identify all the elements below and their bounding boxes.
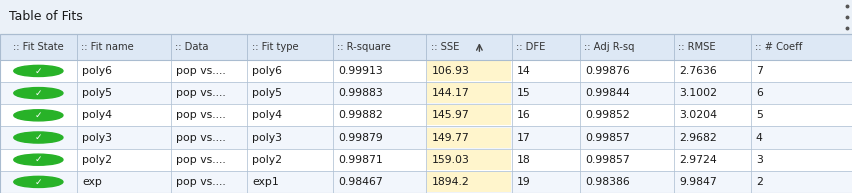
Circle shape	[14, 132, 63, 143]
Text: 0.99883: 0.99883	[337, 88, 382, 98]
FancyBboxPatch shape	[0, 126, 852, 149]
FancyBboxPatch shape	[427, 83, 510, 103]
Circle shape	[14, 110, 63, 121]
Text: 149.77: 149.77	[431, 133, 469, 142]
FancyBboxPatch shape	[427, 172, 510, 192]
Text: 6: 6	[755, 88, 762, 98]
FancyBboxPatch shape	[0, 149, 852, 171]
Text: pop vs....: pop vs....	[176, 88, 225, 98]
Text: 0.99879: 0.99879	[337, 133, 382, 142]
Text: 0.99857: 0.99857	[584, 155, 629, 165]
Circle shape	[14, 65, 63, 76]
Text: pop vs....: pop vs....	[176, 66, 225, 76]
Text: 14: 14	[516, 66, 530, 76]
Text: 4: 4	[755, 133, 762, 142]
Text: :: # Coeff: :: # Coeff	[754, 42, 802, 52]
Text: poly6: poly6	[82, 66, 112, 76]
Text: ✓: ✓	[35, 66, 42, 75]
Text: 159.03: 159.03	[431, 155, 469, 165]
Text: 5: 5	[755, 110, 762, 120]
Text: poly3: poly3	[252, 133, 282, 142]
Text: :: R-square: :: R-square	[337, 42, 390, 52]
Text: 15: 15	[516, 88, 530, 98]
Text: poly2: poly2	[252, 155, 282, 165]
Text: :: Fit State: :: Fit State	[13, 42, 64, 52]
Text: ✓: ✓	[35, 177, 42, 186]
Text: pop vs....: pop vs....	[176, 155, 225, 165]
Text: 9.9847: 9.9847	[678, 177, 716, 187]
Text: 3: 3	[755, 155, 762, 165]
Text: ✓: ✓	[35, 133, 42, 142]
Text: poly6: poly6	[252, 66, 282, 76]
Text: :: Fit name: :: Fit name	[81, 42, 134, 52]
Text: exp1: exp1	[252, 177, 279, 187]
FancyBboxPatch shape	[0, 104, 852, 126]
Text: 0.99871: 0.99871	[337, 155, 382, 165]
FancyBboxPatch shape	[427, 128, 510, 147]
Text: 17: 17	[516, 133, 530, 142]
FancyBboxPatch shape	[0, 171, 852, 193]
Text: 18: 18	[516, 155, 530, 165]
Text: poly4: poly4	[82, 110, 112, 120]
Circle shape	[14, 176, 63, 187]
Text: 0.98467: 0.98467	[337, 177, 382, 187]
Text: pop vs....: pop vs....	[176, 133, 225, 142]
Text: 144.17: 144.17	[431, 88, 469, 98]
Text: 0.98386: 0.98386	[584, 177, 629, 187]
Text: 2: 2	[755, 177, 762, 187]
Text: ✓: ✓	[35, 111, 42, 120]
Text: :: Adj R-sq: :: Adj R-sq	[584, 42, 634, 52]
Text: :: Fit type: :: Fit type	[251, 42, 298, 52]
Text: 1894.2: 1894.2	[431, 177, 469, 187]
FancyBboxPatch shape	[0, 0, 852, 34]
Text: exp: exp	[82, 177, 101, 187]
Text: :: DFE: :: DFE	[515, 42, 544, 52]
Text: 3.0204: 3.0204	[678, 110, 717, 120]
Text: 0.99882: 0.99882	[337, 110, 382, 120]
Text: 19: 19	[516, 177, 530, 187]
Text: Table of Fits: Table of Fits	[9, 10, 82, 23]
Text: 2.9682: 2.9682	[678, 133, 716, 142]
FancyBboxPatch shape	[427, 61, 510, 81]
Text: poly3: poly3	[82, 133, 112, 142]
FancyBboxPatch shape	[0, 60, 852, 82]
Text: :: RMSE: :: RMSE	[677, 42, 715, 52]
Text: pop vs....: pop vs....	[176, 177, 225, 187]
Text: 0.99913: 0.99913	[337, 66, 382, 76]
Text: 106.93: 106.93	[431, 66, 469, 76]
Text: :: Data: :: Data	[175, 42, 208, 52]
FancyBboxPatch shape	[0, 82, 852, 104]
Text: poly2: poly2	[82, 155, 112, 165]
Text: 3.1002: 3.1002	[678, 88, 717, 98]
Text: 2.7636: 2.7636	[678, 66, 716, 76]
Text: poly5: poly5	[82, 88, 112, 98]
Circle shape	[14, 88, 63, 99]
Circle shape	[14, 154, 63, 165]
Text: poly5: poly5	[252, 88, 282, 98]
Text: 145.97: 145.97	[431, 110, 469, 120]
Text: 2.9724: 2.9724	[678, 155, 716, 165]
Text: ✓: ✓	[35, 89, 42, 98]
Text: 0.99852: 0.99852	[584, 110, 629, 120]
Text: 0.99844: 0.99844	[584, 88, 629, 98]
FancyBboxPatch shape	[427, 105, 510, 125]
Text: 0.99876: 0.99876	[584, 66, 629, 76]
Text: 0.99857: 0.99857	[584, 133, 629, 142]
Text: poly4: poly4	[252, 110, 282, 120]
Text: ✓: ✓	[35, 155, 42, 164]
Text: 16: 16	[516, 110, 530, 120]
FancyBboxPatch shape	[427, 150, 510, 170]
Text: :: SSE: :: SSE	[430, 42, 458, 52]
Text: 7: 7	[755, 66, 762, 76]
FancyBboxPatch shape	[0, 34, 852, 60]
Text: pop vs....: pop vs....	[176, 110, 225, 120]
